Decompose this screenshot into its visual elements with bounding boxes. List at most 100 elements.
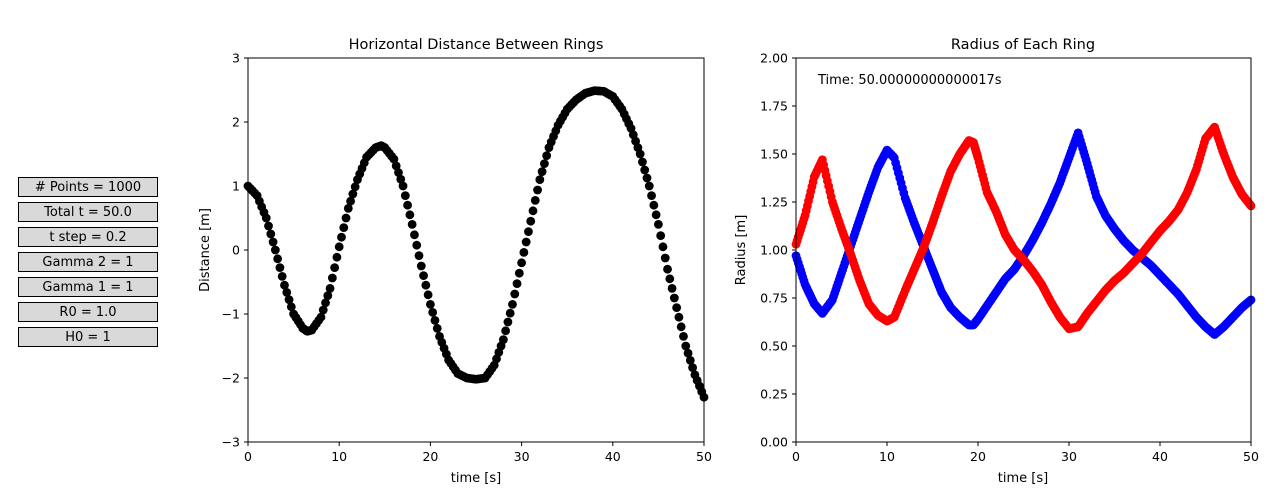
distance-series-0-point (644, 181, 654, 191)
distance-series-0-point (533, 185, 542, 195)
radius-x-tick-label: 40 (1152, 449, 1168, 464)
radius-y-tick-label: 0.75 (760, 291, 788, 306)
radius-y-tick-label: 0.00 (760, 435, 788, 450)
distance-series-0-point (325, 284, 335, 293)
distance-x-tick-label: 30 (514, 449, 530, 464)
distance-series-0-point (339, 223, 349, 233)
gamma2-param-button[interactable]: Gamma 2 = 1 (18, 252, 158, 272)
radius-y-axis-label: Radius [m] (734, 215, 749, 286)
distance-series-0-point (537, 167, 547, 177)
distance-series-0-point (651, 210, 661, 220)
distance-series-0-point (530, 196, 540, 205)
distance-series-0-point (647, 191, 656, 201)
radius-x-tick-label: 10 (879, 449, 895, 464)
distance-series-0-point (660, 253, 670, 263)
total-time-param-button[interactable]: Total t = 50.0 (18, 202, 158, 222)
distance-chart-ticks: 0 10 20 30 40 50 −3 −2 −1 0 1 2 3 (222, 51, 712, 465)
distance-series-0-point (519, 248, 529, 257)
distance-series-0-point (343, 204, 353, 213)
distance-series-0-point (426, 300, 435, 309)
distance-series-0-point (640, 165, 650, 175)
distance-series-0-point (528, 206, 538, 216)
radius-plot-area (795, 57, 1252, 443)
distance-chart: Horizontal Distance Between Rings 0 10 20 3… (198, 37, 712, 486)
distance-series-0-point (394, 168, 403, 177)
points-param-button[interactable]: # Points = 1000 (18, 177, 158, 197)
distance-series-0-point (330, 263, 340, 272)
distance-x-tick-label: 40 (605, 449, 621, 464)
distance-series-0-point (337, 232, 346, 242)
radius-x-tick-label: 50 (1243, 449, 1259, 464)
time-step-param-button[interactable]: t step = 0.2 (18, 227, 158, 247)
r0-param-button[interactable]: R0 = 1.0 (18, 302, 158, 322)
distance-series-0-point (268, 237, 278, 247)
radius-x-tick-label: 20 (970, 449, 986, 464)
distance-series-0-point (669, 293, 679, 303)
distance-series-0-point (517, 258, 526, 268)
distance-series-0-point (270, 245, 280, 255)
distance-plot-area (247, 57, 705, 443)
distance-series-0-point (512, 279, 522, 288)
distance-y-tick-label: −1 (222, 307, 240, 322)
distance-x-tick-label: 50 (696, 449, 712, 464)
distance-series-0-point (346, 196, 355, 206)
distance-series-0-point (403, 200, 412, 210)
distance-x-axis-label: time [s] (451, 471, 501, 486)
distance-y-axis-label: Distance [m] (198, 208, 213, 292)
distance-series-0-point (503, 317, 513, 327)
radius-time-annotation: Time: 50.00000000000017s (817, 73, 1002, 88)
distance-series-0-point (419, 271, 428, 280)
distance-series-0-point (672, 303, 682, 312)
distance-series-0-point (316, 312, 326, 322)
distance-series-0-point (658, 242, 668, 252)
distance-series-0-point (501, 326, 511, 336)
distance-series-0-point (508, 300, 517, 309)
distance-series-0-point (430, 316, 440, 325)
distance-series-0-point (679, 332, 688, 341)
distance-series-0-point (332, 252, 342, 262)
distance-series-0-point (676, 322, 686, 332)
distance-y-tick-label: −2 (222, 371, 240, 386)
distance-series-0-point (264, 221, 273, 231)
distance-chart-title: Horizontal Distance Between Rings (349, 37, 604, 53)
distance-series-0-point (396, 174, 406, 184)
distance-series-0-point (498, 335, 508, 344)
distance-series-0-point (280, 280, 289, 290)
distance-series-0-point (405, 210, 415, 220)
distance-series-0-point (327, 273, 337, 283)
distance-series-0-point (674, 312, 684, 322)
distance-y-tick-label: −3 (222, 435, 240, 450)
distance-series-0-point (432, 324, 442, 333)
radius-y-tick-label: 1.75 (760, 99, 788, 114)
distance-series-0-point (275, 263, 285, 272)
distance-series-0-point (540, 159, 549, 169)
radius-y-tick-label: 0.50 (760, 339, 788, 354)
distance-series-0-point (423, 290, 433, 300)
distance-x-tick-label: 10 (331, 449, 347, 464)
distance-series-0-point (398, 181, 408, 191)
distance-series-0-point (410, 230, 419, 240)
distance-series-0-point (389, 154, 399, 164)
radius-chart-title: Radius of Each Ring (951, 37, 1095, 53)
distance-y-tick-label: 2 (232, 115, 240, 130)
distance-series-0-point (535, 175, 545, 185)
radius-chart-ticks: 0 10 20 30 40 50 0.00 0.25 0.50 0.75 1.00 1.25 1.50 1… (760, 51, 1259, 465)
gamma1-param-button[interactable]: Gamma 1 = 1 (18, 277, 158, 297)
distance-series-0-point (416, 261, 426, 271)
distance-series-0-point (663, 264, 672, 274)
radius-y-tick-label: 1.25 (760, 195, 788, 210)
h0-param-button[interactable]: H0 = 1 (18, 327, 158, 347)
radius-x-axis-label: time [s] (998, 471, 1048, 486)
distance-series-0-point (635, 149, 645, 159)
radius-x-tick-label: 0 (792, 449, 800, 464)
distance-series-0-point (414, 251, 424, 260)
distance-series-0-point (334, 242, 344, 252)
distance-series-0-point (514, 268, 524, 278)
distance-series-0-point (421, 280, 431, 290)
radius-y-tick-label: 2.00 (760, 51, 788, 66)
distance-series-0-point (681, 341, 691, 351)
distance-series-0-point (526, 216, 536, 226)
distance-series-0-point (407, 220, 417, 229)
distance-series-0-point (428, 308, 438, 317)
